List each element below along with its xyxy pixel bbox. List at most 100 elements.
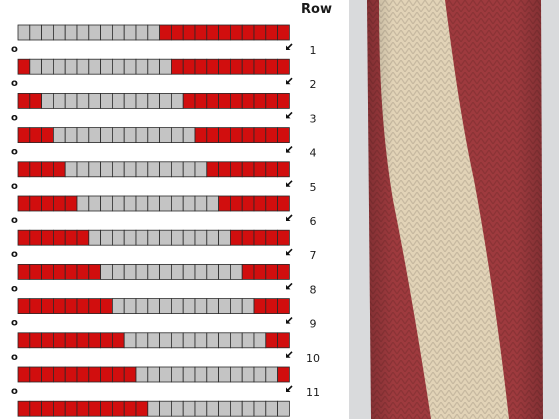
red-cell <box>253 229 267 246</box>
gray-cell <box>159 400 172 417</box>
red-cell <box>194 24 208 41</box>
gray-cell <box>64 161 78 178</box>
gray-cell <box>170 195 184 212</box>
gray-cell <box>147 93 161 109</box>
red-cell <box>170 58 184 75</box>
row-number: 4 <box>310 147 317 160</box>
red-cell <box>100 332 113 349</box>
red-cell <box>41 263 54 280</box>
pattern-row <box>17 58 290 75</box>
gray-cell <box>159 263 172 280</box>
row-column-header: Row <box>301 2 332 17</box>
red-cell <box>29 400 42 417</box>
gray-cell <box>206 332 220 349</box>
gray-cell <box>218 263 231 280</box>
red-cell <box>53 298 66 315</box>
pattern-row <box>17 332 290 349</box>
row-number: 7 <box>310 249 317 262</box>
gray-cell <box>147 366 161 383</box>
left-marker: o <box>11 181 18 192</box>
red-cell <box>41 298 54 315</box>
gray-cell <box>147 332 161 349</box>
pattern-row <box>17 24 290 41</box>
gray-cell <box>100 263 113 280</box>
red-cell <box>265 127 278 143</box>
gray-cell <box>29 24 42 41</box>
gray-cell <box>182 229 196 246</box>
red-cell <box>41 161 54 178</box>
gray-cell <box>194 298 208 315</box>
row-number: 10 <box>306 352 320 365</box>
gray-cell <box>88 161 102 178</box>
gray-cell <box>194 161 208 178</box>
red-cell <box>159 24 172 41</box>
red-cell <box>218 127 231 143</box>
gray-cell <box>100 24 113 41</box>
red-cell <box>265 263 278 280</box>
row-number: 5 <box>310 181 317 194</box>
arrow-down-left-icon <box>286 385 293 392</box>
gray-cell <box>53 24 66 41</box>
gray-cell <box>135 58 149 75</box>
gray-cell <box>112 93 125 109</box>
red-cell <box>29 229 42 246</box>
gray-cell <box>206 229 220 246</box>
red-cell <box>135 400 149 417</box>
row-number: 6 <box>310 215 317 228</box>
red-cell <box>17 229 31 246</box>
gray-cell <box>194 366 208 383</box>
gray-cell <box>229 263 243 280</box>
red-cell <box>206 58 220 75</box>
red-cell <box>253 263 267 280</box>
red-cell <box>265 229 278 246</box>
red-cell <box>41 332 54 349</box>
red-cell <box>41 400 54 417</box>
gray-cell <box>206 195 220 212</box>
gray-cell <box>76 127 90 143</box>
gray-cell <box>159 195 172 212</box>
gray-cell <box>159 229 172 246</box>
red-cell <box>277 161 290 178</box>
gray-cell <box>206 298 220 315</box>
red-cell <box>277 332 290 349</box>
gray-cell <box>112 263 125 280</box>
pattern-row <box>17 93 290 109</box>
red-cell <box>229 195 243 212</box>
red-cell <box>194 93 208 109</box>
gray-cell <box>76 195 90 212</box>
gray-cell <box>182 195 196 212</box>
gray-cell <box>135 161 149 178</box>
gray-cell <box>64 24 78 41</box>
row-number: 8 <box>310 283 317 296</box>
gray-cell <box>100 93 113 109</box>
gray-cell <box>88 93 102 109</box>
gray-cell <box>170 298 184 315</box>
red-cell <box>265 161 278 178</box>
gray-cell <box>218 366 231 383</box>
row-number: 2 <box>310 78 317 91</box>
arrow-down-left-icon <box>286 317 293 324</box>
gray-cell <box>76 93 90 109</box>
gray-cell <box>159 298 172 315</box>
red-cell <box>241 93 255 109</box>
gray-cell <box>170 93 184 109</box>
gray-cell <box>64 127 78 143</box>
gray-cell <box>241 298 255 315</box>
gray-cell <box>123 24 137 41</box>
red-cell <box>253 93 267 109</box>
gray-cell <box>170 161 184 178</box>
red-cell <box>76 229 90 246</box>
red-cell <box>29 93 42 109</box>
red-cell <box>17 93 31 109</box>
gray-cell <box>182 263 196 280</box>
pattern-row <box>17 195 290 212</box>
weaving-pattern-diagram: o 1 o 2 o 3 o 4 o 5 o 6 o 7 o 8 o 9 o 10 o 11 <box>11 24 320 417</box>
gray-cell <box>170 127 184 143</box>
gray-cell <box>218 298 231 315</box>
red-cell <box>170 24 184 41</box>
red-cell <box>206 93 220 109</box>
arrow-down-left-icon <box>286 43 293 50</box>
arrow-down-left-icon <box>286 248 293 256</box>
red-cell <box>112 400 125 417</box>
gray-cell <box>147 229 161 246</box>
